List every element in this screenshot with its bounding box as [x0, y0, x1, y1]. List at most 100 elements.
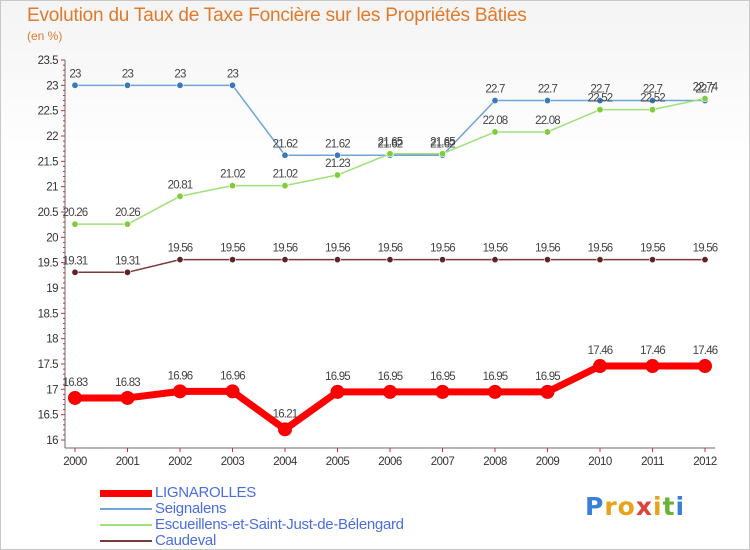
- data-label: 22.7: [485, 84, 505, 96]
- data-label: 21.02: [273, 169, 298, 181]
- data-label: 21.62: [378, 138, 403, 150]
- data-label: 16.95: [483, 371, 508, 383]
- data-point: [596, 256, 604, 264]
- x-tick-label: 2012: [693, 456, 717, 468]
- data-point: [229, 81, 237, 89]
- data-label: 16.95: [535, 371, 560, 383]
- data-label: 20.81: [168, 179, 193, 191]
- y-tick-label: 23.5: [38, 55, 58, 67]
- chart-title: Evolution du Taux de Taxe Foncière sur l…: [27, 5, 527, 26]
- data-label: 16.21: [273, 408, 298, 420]
- data-label: 16.95: [325, 371, 350, 383]
- x-tick-label: 2002: [168, 456, 192, 468]
- data-label: 22.08: [535, 115, 560, 127]
- y-tick-label: 22.5: [38, 106, 58, 118]
- legend-swatch: [100, 524, 152, 526]
- x-tick-label: 2010: [588, 456, 612, 468]
- data-label: 22.08: [483, 115, 508, 127]
- data-point: [124, 81, 132, 89]
- y-tick-label: 16: [46, 435, 58, 447]
- data-point: [488, 384, 502, 399]
- legend-label: Escueillens-et-Saint-Just-de-Bélengard: [155, 516, 404, 533]
- data-label: 21.62: [273, 138, 298, 150]
- logo-letter: P: [585, 492, 605, 521]
- data-label: 19.56: [378, 243, 403, 255]
- data-label: 19.56: [483, 243, 508, 255]
- data-label: 22.7: [538, 84, 558, 96]
- data-point: [543, 256, 551, 264]
- data-label: 21.02: [220, 169, 245, 181]
- data-point: [698, 359, 712, 374]
- data-point: [435, 384, 450, 399]
- x-tick-label: 2001: [116, 456, 140, 468]
- data-label: 22.52: [640, 93, 665, 105]
- data-label: 19.56: [430, 243, 455, 255]
- data-label: 16.96: [168, 370, 193, 382]
- data-point: [491, 97, 499, 105]
- data-point: [540, 384, 555, 399]
- data-label: 22.7: [643, 84, 663, 96]
- x-tick-label: 2008: [483, 456, 507, 468]
- data-point: [333, 256, 341, 264]
- data-point: [71, 220, 79, 228]
- data-point: [124, 268, 132, 276]
- x-tick-label: 2003: [221, 456, 245, 468]
- x-tick-label: 2011: [641, 456, 664, 468]
- logo-letter: x: [635, 492, 653, 521]
- data-label: 23: [122, 68, 134, 80]
- data-point: [173, 384, 187, 399]
- data-label: 19.56: [535, 243, 560, 255]
- data-label: 21.23: [325, 158, 350, 170]
- data-label: 22.74: [693, 82, 719, 94]
- data-label: 23: [69, 68, 81, 80]
- data-point: [386, 256, 394, 264]
- data-label: 19.56: [693, 243, 718, 255]
- data-point: [229, 182, 237, 190]
- data-label: 23: [227, 68, 239, 80]
- data-label: 22.52: [588, 93, 613, 105]
- data-point: [330, 384, 345, 399]
- data-label: 21.62: [430, 138, 455, 150]
- data-point: [229, 256, 237, 264]
- data-label: 19.56: [640, 243, 665, 255]
- x-tick-label: 2005: [326, 456, 350, 468]
- data-point: [124, 220, 132, 228]
- x-tick-label: 2004: [273, 456, 298, 468]
- data-point: [701, 256, 709, 264]
- data-point: [281, 256, 289, 264]
- data-point: [596, 97, 604, 105]
- legend-swatch: [100, 508, 152, 510]
- y-tick-label: 23: [46, 80, 58, 92]
- data-point: [491, 256, 499, 264]
- data-label: 22.7: [695, 84, 715, 96]
- data-label: 17.46: [588, 345, 613, 357]
- x-tick-label: 2009: [536, 456, 560, 468]
- data-label: 16.95: [430, 371, 455, 383]
- data-label: 21.65: [378, 137, 403, 149]
- data-point: [281, 151, 289, 159]
- data-point: [648, 256, 656, 264]
- data-label: 21.62: [325, 138, 350, 150]
- series-line: [74, 97, 706, 225]
- data-label: 20.26: [63, 207, 88, 219]
- unit-label: (en %): [27, 29, 63, 43]
- legend-label: Seignalens: [155, 500, 227, 517]
- data-point: [176, 192, 184, 200]
- data-label: 16.83: [115, 377, 140, 389]
- data-point: [438, 150, 446, 158]
- data-label: 19.56: [273, 243, 298, 255]
- data-point: [71, 268, 79, 276]
- data-label: 19.56: [325, 243, 350, 255]
- y-tick-label: 22: [46, 131, 58, 143]
- data-point: [71, 81, 79, 89]
- data-point: [176, 81, 184, 89]
- data-point: [593, 359, 607, 374]
- data-point: [278, 422, 292, 437]
- data-point: [176, 256, 184, 264]
- data-point: [386, 150, 394, 158]
- y-tick-label: 20: [46, 232, 58, 244]
- data-point: [68, 390, 82, 405]
- data-label: 19.56: [588, 243, 613, 255]
